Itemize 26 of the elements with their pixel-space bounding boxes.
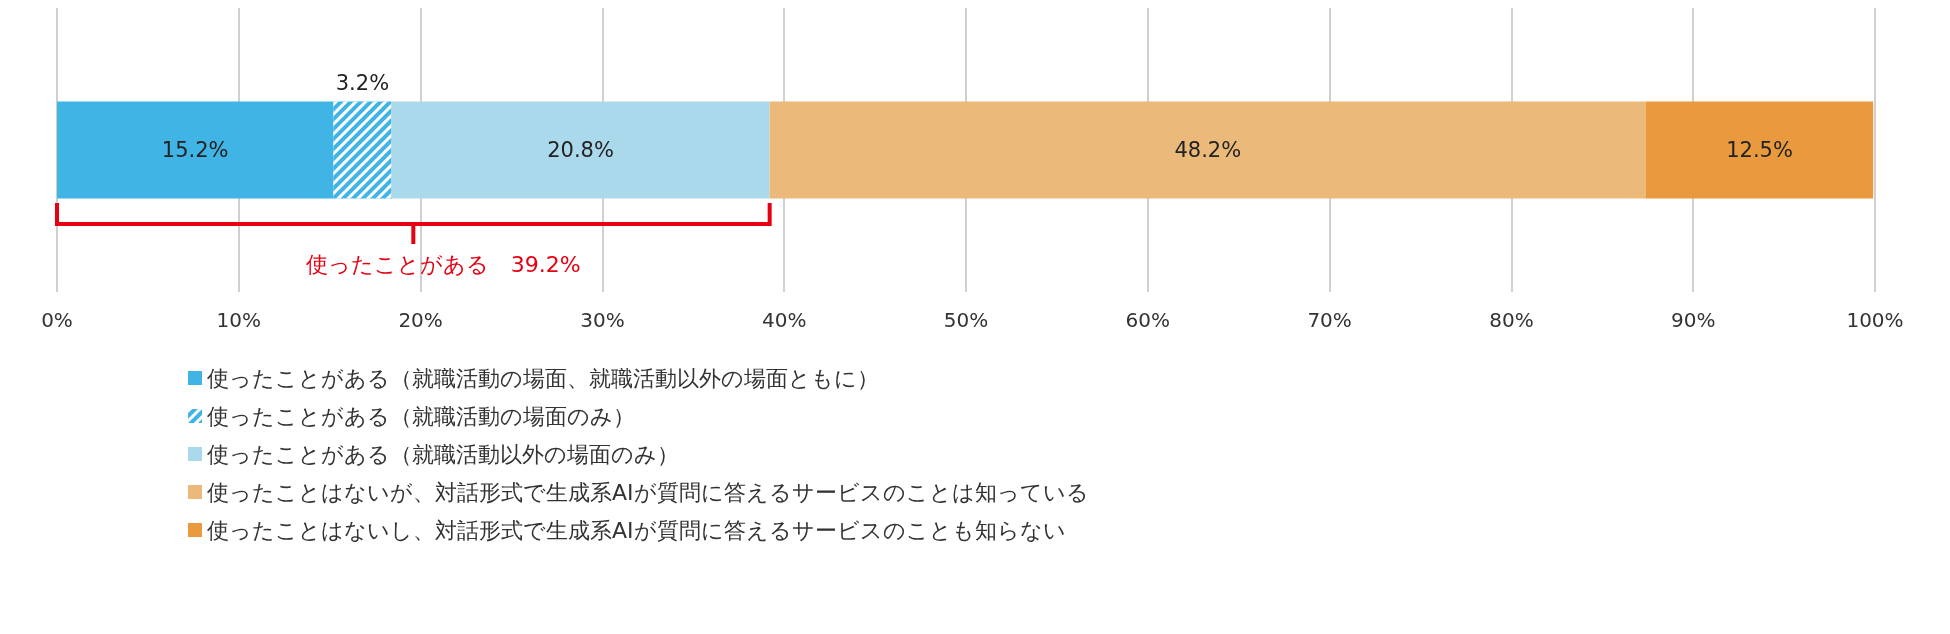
x-tick-label: 20% [398,308,443,332]
bar [1645,101,1874,199]
x-tick-label: 0% [41,308,73,332]
data-label: 12.5% [1726,138,1793,162]
x-tick-label: 80% [1489,308,1534,332]
x-tick-label: 10% [216,308,262,332]
x-tick-label: 90% [1670,308,1716,332]
x-tick-label: 60% [1125,308,1171,332]
data-label: 3.2% [335,71,390,95]
legend-label: 使ったことがある（就職活動以外の場面のみ） [207,441,679,467]
x-tick-label: 70% [1307,308,1352,332]
data-label: 20.8% [547,138,614,162]
x-tick-label: 100% [1846,308,1904,332]
bar [57,101,334,199]
legend-label: 使ったことはないし、対話形式で生成系AIが質問に答えるサービスのことも知らない [207,517,1066,543]
data-label: 15.2% [161,138,229,162]
legend-label: 使ったことはないが、対話形式で生成系AIが質問に答えるサービスのことは知っている [207,479,1089,505]
data-label: 48.2% [1174,138,1242,162]
annotation: 使ったことがある 39.2% [305,251,581,279]
x-tick-label: 30% [580,308,625,332]
bar [769,101,1646,199]
bar [391,101,770,199]
x-tick-label: 40% [761,308,807,332]
legend-label: 使ったことがある（就職活動の場面のみ） [207,403,635,429]
x-tick-label: 50% [943,308,989,332]
legend-label: 使ったことがある（就職活動の場面、就職活動以外の場面ともに） [207,365,879,391]
